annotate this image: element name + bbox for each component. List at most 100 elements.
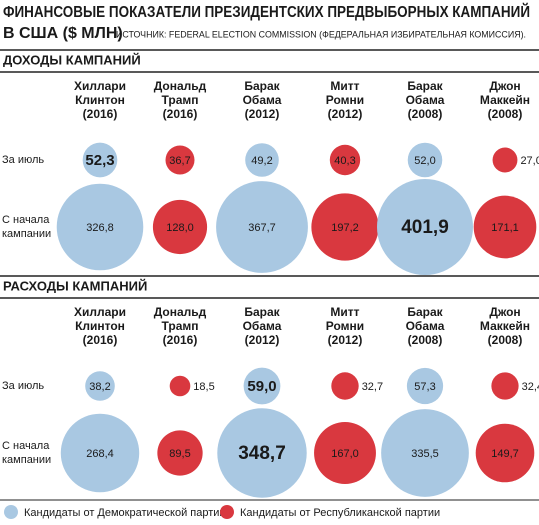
candidate-name: (2008) [488, 107, 523, 121]
candidate-name: (2016) [83, 107, 118, 121]
candidate-name: Трамп [161, 93, 198, 107]
candidate-name: Митт [330, 79, 359, 93]
candidate-name: Митт [330, 305, 359, 319]
candidate-name: (2012) [328, 107, 363, 121]
bubble [85, 371, 115, 401]
legend-swatch [220, 505, 234, 519]
bubble [492, 147, 518, 173]
value-label: 335,5 [411, 448, 439, 460]
bubble [407, 142, 443, 178]
bubble [243, 367, 281, 405]
value-label: 167,0 [331, 448, 359, 460]
value-label: 57,3 [414, 381, 435, 393]
title-line: ФИНАНСОВЫЕ ПОКАЗАТЕЛИ ПРЕЗИДЕНТСКИХ ПРЕД… [3, 2, 530, 21]
row-label: кампании [2, 454, 51, 466]
value-label: 38,2 [89, 381, 110, 393]
candidate-name: Обама [243, 319, 282, 333]
candidate-name: Дональд [154, 79, 207, 93]
value-label: 89,5 [169, 448, 190, 460]
candidate-name: Обама [406, 93, 445, 107]
candidate-name: (2016) [163, 107, 198, 121]
section-title: РАСХОДЫ КАМПАНИЙ [3, 278, 147, 293]
candidate-name: Джон [489, 305, 520, 319]
candidate-name: Дональд [154, 305, 207, 319]
section-title: ДОХОДЫ КАМПАНИЙ [3, 52, 141, 67]
value-label: 32,4 [522, 381, 539, 393]
candidate-name: Хиллари [74, 305, 126, 319]
bubble [331, 372, 359, 400]
candidate-name: (2012) [245, 107, 280, 121]
bubble [157, 430, 203, 476]
bubble [311, 193, 379, 261]
candidate-name: (2016) [83, 333, 118, 347]
value-label: 401,9 [401, 217, 449, 238]
candidate-name: Клинтон [75, 319, 125, 333]
value-label: 27,0 [520, 155, 539, 167]
candidate-name: Трамп [161, 319, 198, 333]
value-label: 52,3 [85, 152, 114, 169]
bubble [377, 179, 473, 275]
bubble [217, 408, 307, 498]
bubble [473, 195, 537, 259]
bubble [60, 413, 140, 493]
bubble [406, 367, 444, 405]
candidate-name: (2008) [408, 107, 443, 121]
legend-swatch [4, 505, 18, 519]
value-label: 40,3 [334, 155, 355, 167]
candidate-name: Ромни [326, 93, 364, 107]
candidate-name: (2012) [245, 333, 280, 347]
candidate-name: (2008) [408, 333, 443, 347]
value-label: 268,4 [86, 448, 114, 460]
candidate-name: Хиллари [74, 79, 126, 93]
candidate-name: Маккейн [480, 319, 530, 333]
bubble [152, 199, 208, 255]
bubble [491, 372, 519, 400]
bubble [314, 422, 376, 484]
title-line: В США ($ МЛН) [3, 25, 123, 42]
row-label: За июль [2, 380, 44, 392]
bubble [169, 375, 191, 397]
candidate-name: Обама [243, 93, 282, 107]
value-label: 36,7 [169, 155, 190, 167]
value-label: 128,0 [166, 222, 194, 234]
bubble [216, 181, 308, 273]
value-label: 49,2 [251, 155, 272, 167]
value-label: 149,7 [491, 448, 519, 460]
value-label: 171,1 [491, 222, 519, 234]
value-label: 367,7 [248, 222, 276, 234]
bubble [381, 409, 469, 497]
candidate-name: (2008) [488, 333, 523, 347]
source: ИСТОЧНИК: FEDERAL ELECTION COMMISSION (Ф… [116, 30, 526, 41]
candidate-name: (2016) [163, 333, 198, 347]
legend-label: Кандидаты от Республиканской партии [240, 507, 440, 519]
candidate-name: Маккейн [480, 93, 530, 107]
row-label: С начала [2, 440, 50, 452]
candidate-name: Джон [489, 79, 520, 93]
bubble [329, 144, 361, 176]
value-label: 32,7 [362, 381, 383, 393]
value-label: 18,5 [193, 381, 214, 393]
value-label: 326,8 [86, 222, 114, 234]
candidate-name: Барак [407, 305, 443, 319]
legend-label: Кандидаты от Демократической партии [24, 507, 226, 519]
value-label: 348,7 [238, 443, 286, 464]
value-label: 197,2 [331, 222, 359, 234]
value-label: 52,0 [414, 155, 435, 167]
row-label: За июль [2, 154, 44, 166]
candidate-name: Барак [407, 79, 443, 93]
bubble [56, 183, 144, 271]
candidate-name: Барак [244, 79, 280, 93]
value-label: 59,0 [247, 378, 276, 395]
bubble [165, 145, 195, 175]
bubble [82, 142, 118, 178]
row-label: С начала [2, 214, 50, 226]
candidate-name: Барак [244, 305, 280, 319]
bubble [475, 423, 535, 483]
candidate-name: (2012) [328, 333, 363, 347]
candidate-name: Клинтон [75, 93, 125, 107]
candidate-name: Ромни [326, 319, 364, 333]
candidate-name: Обама [406, 319, 445, 333]
bubble [245, 143, 279, 177]
row-label: кампании [2, 228, 51, 240]
